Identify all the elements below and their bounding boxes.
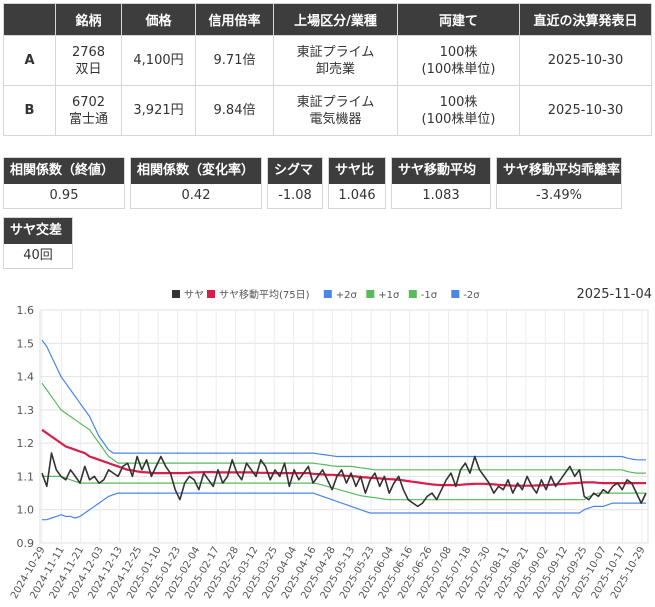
- stat-label: サヤ移動平均乖離率: [497, 158, 621, 184]
- legend-swatch: [451, 290, 460, 298]
- earnings-date-cell: 2025-10-30: [519, 35, 652, 86]
- y-tick-label: 1.3: [17, 404, 35, 417]
- stat-label: サヤ移動平均: [392, 158, 490, 184]
- y-tick-label: 1.2: [17, 437, 35, 450]
- stock-code: 2768: [71, 44, 106, 60]
- y-tick-label: 0.9: [17, 537, 35, 550]
- hedge-shares: 100株: [439, 94, 478, 110]
- hedge-cell: 100株 (100株単位): [397, 85, 520, 136]
- legend-label: +1σ: [378, 290, 400, 301]
- market: 東証プライム: [296, 94, 375, 110]
- y-tick-label: 1.4: [17, 371, 35, 384]
- series-line-band-5: [42, 492, 646, 521]
- header-hedge: 両建て: [397, 3, 520, 36]
- spread-chart: 0.91.01.11.21.31.41.51.62024-10-292024-1…: [9, 288, 649, 601]
- sector: 電気機器: [309, 111, 362, 127]
- stat-value: 1.046: [338, 188, 376, 203]
- y-tick-label: 1.5: [17, 337, 35, 350]
- stock-code: 6702: [71, 94, 106, 110]
- legend-swatch: [366, 290, 375, 298]
- legend-swatch: [172, 290, 180, 298]
- stock-name: 富士通: [68, 111, 108, 127]
- plot-area: [39, 309, 649, 544]
- market-sector-cell: 東証プライム 電気機器: [273, 85, 398, 136]
- y-tick-label: 1.0: [17, 504, 35, 517]
- stat-corr-close: 相関係数（終値） 0.95: [3, 157, 125, 209]
- series-line-band-4: [42, 475, 646, 501]
- margin-ratio-cell: 9.71倍: [195, 35, 274, 86]
- sector: 卸売業: [315, 61, 355, 77]
- stat-value: -1.08: [278, 188, 312, 203]
- stat-spread-ratio: サヤ比 1.046: [328, 157, 386, 209]
- hedge-unit: (100株単位): [421, 61, 496, 77]
- stat-spread-ma-deviation: サヤ移動平均乖離率 -3.49%: [496, 157, 622, 209]
- header-blank: [3, 3, 56, 36]
- stat-value: 1.083: [422, 188, 460, 203]
- legend-label: +2σ: [336, 290, 358, 301]
- y-tick-label: 1.6: [17, 304, 35, 317]
- table-row: B 6702 富士通 3,921円 9.84倍 東証プライム 電気機器 100株 (1…: [3, 85, 652, 136]
- stat-label: シグマ: [268, 158, 322, 184]
- legend-label: サヤ移動平均(75日): [219, 288, 310, 301]
- stat-value: 40回: [23, 248, 53, 263]
- row-label: B: [3, 85, 56, 136]
- stock-cell[interactable]: 2768 双日: [55, 35, 122, 86]
- stat-value: 0.95: [49, 188, 79, 203]
- stat-value: 0.42: [181, 188, 211, 203]
- series-line-band-2: [41, 339, 646, 461]
- stat-corr-change: 相関係数（変化率） 0.42: [130, 157, 262, 209]
- price-cell: 4,100円: [121, 35, 196, 86]
- hedge-shares: 100株: [439, 44, 478, 60]
- stock-name: 双日: [75, 61, 102, 77]
- hedge-unit: (100株単位): [421, 111, 496, 127]
- series-line-band-3: [41, 382, 646, 474]
- header-earnings-date: 直近の決算発表日: [519, 3, 652, 36]
- header-market-sector: 上場区分/業種: [273, 3, 398, 36]
- pair-table-header: 銘柄 価格 信用倍率 上場区分/業種 両建て 直近の決算発表日: [3, 3, 652, 36]
- market: 東証プライム: [296, 44, 375, 60]
- hedge-cell: 100株 (100株単位): [397, 35, 520, 86]
- stat-value: -3.49%: [536, 188, 582, 203]
- legend-swatch: [323, 290, 332, 298]
- table-row: A 2768 双日 4,100円 9.71倍 東証プライム 卸売業 100株 (100…: [3, 35, 652, 86]
- price-cell: 3,921円: [121, 85, 196, 136]
- header-price: 価格: [121, 3, 196, 36]
- stat-label: 相関係数（変化率）: [131, 158, 261, 184]
- market-sector-cell: 東証プライム 卸売業: [273, 35, 398, 86]
- stat-label: サヤ比: [329, 158, 385, 184]
- pair-table: 銘柄 価格 信用倍率 上場区分/業種 両建て 直近の決算発表日 A 2768 双日…: [3, 3, 652, 136]
- stat-sigma: シグマ -1.08: [267, 157, 323, 209]
- header-margin-ratio: 信用倍率: [195, 3, 274, 36]
- row-label: A: [3, 35, 56, 86]
- legend-label: サヤ: [184, 289, 204, 301]
- stock-cell[interactable]: 6702 富士通: [55, 85, 122, 136]
- stat-spread-ma: サヤ移動平均 1.083: [391, 157, 491, 209]
- legend-swatch: [207, 290, 215, 298]
- series-line-spread: [41, 452, 647, 508]
- legend-label: -2σ: [463, 290, 480, 301]
- stat-label: 相関係数（終値）: [4, 158, 124, 184]
- legend-swatch: [408, 290, 417, 298]
- header-stock: 銘柄: [55, 3, 122, 36]
- y-tick-label: 1.1: [17, 470, 35, 483]
- margin-ratio-cell: 9.84倍: [195, 85, 274, 136]
- earnings-date-cell: 2025-10-30: [519, 85, 652, 136]
- chart-date: 2025-11-04: [576, 287, 652, 302]
- stat-spread-cross: サヤ交差 40回: [3, 217, 73, 269]
- legend-label: -1σ: [421, 290, 438, 301]
- stat-label: サヤ交差: [4, 218, 72, 244]
